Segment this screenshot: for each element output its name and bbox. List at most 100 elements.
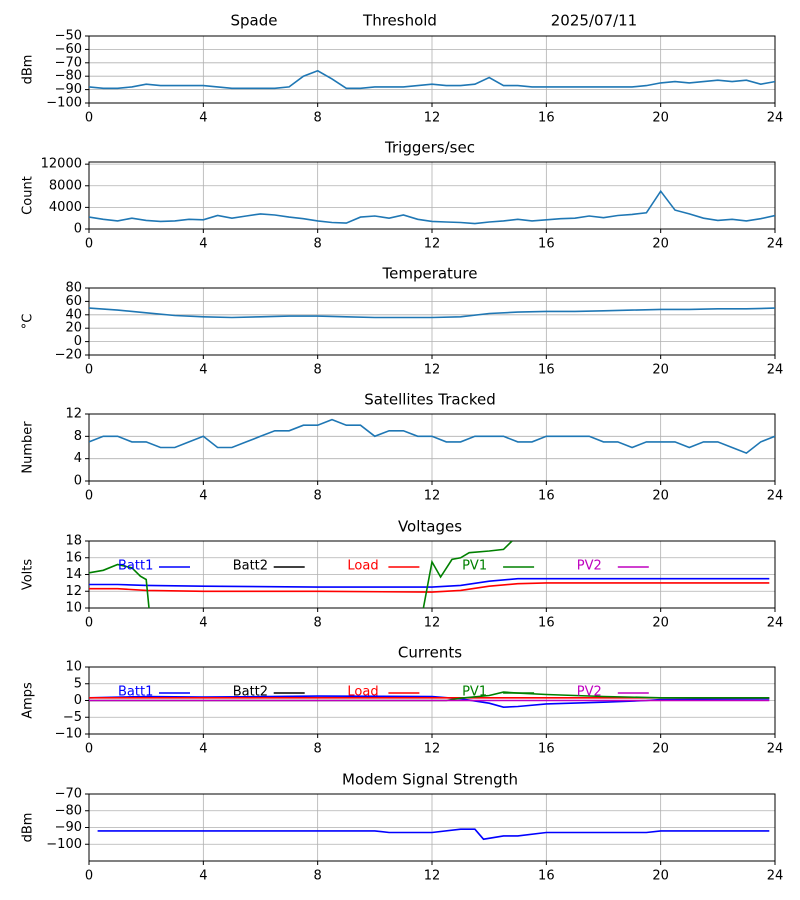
y-tick-label: 10 (65, 601, 82, 616)
x-tick-label: 0 (85, 363, 93, 378)
legend-label: PV2 (577, 559, 602, 574)
series-line (89, 577, 770, 588)
y-tick-label: 10 (65, 660, 82, 675)
y-axis-label: Amps (21, 682, 36, 719)
legend-label: PV2 (577, 685, 602, 700)
x-tick-label: 16 (538, 237, 555, 252)
x-tick-label: 24 (767, 869, 784, 884)
y-axis-label: dBm (21, 813, 36, 843)
x-tick-label: 12 (424, 363, 441, 378)
x-tick-label: 0 (85, 489, 93, 504)
legend-label: PV1 (462, 685, 487, 700)
series-line (97, 828, 770, 841)
y-tick-label: 5 (74, 676, 82, 691)
y-tick-label: −90 (55, 820, 82, 835)
y-axis-label: Volts (21, 559, 36, 591)
x-tick-label: 12 (424, 237, 441, 252)
x-tick-label: 4 (199, 489, 207, 504)
chart-title: Spade (231, 12, 278, 30)
chart-title: Temperature (381, 265, 477, 283)
x-tick-label: 16 (538, 489, 555, 504)
y-tick-label: 0 (74, 693, 82, 708)
legend-label: PV1 (462, 559, 487, 574)
x-tick-label: 20 (652, 742, 669, 757)
series-line (89, 189, 775, 225)
y-tick-label: 12 (65, 407, 82, 422)
y-tick-label: −60 (55, 42, 82, 57)
series-line (89, 541, 513, 608)
y-tick-label: 18 (65, 534, 82, 549)
y-tick-label: 0 (74, 222, 82, 237)
y-tick-label: −70 (55, 55, 82, 70)
x-tick-label: 8 (314, 742, 322, 757)
y-tick-label: −90 (55, 82, 82, 97)
y-tick-label: −70 (55, 787, 82, 802)
x-tick-label: 4 (199, 742, 207, 757)
y-tick-label: 60 (65, 294, 82, 309)
x-tick-label: 20 (652, 237, 669, 252)
chart-title: 2025/07/11 (551, 12, 637, 30)
legend-label: Load (347, 559, 378, 574)
x-tick-label: 8 (314, 489, 322, 504)
x-tick-label: 0 (85, 616, 93, 631)
legend-label: Batt2 (233, 559, 268, 574)
plot-frame (88, 540, 776, 609)
y-axis-label: dBm (21, 55, 36, 85)
y-tick-label: 14 (65, 567, 82, 582)
x-tick-label: 16 (538, 616, 555, 631)
legend-label: Batt1 (118, 559, 153, 574)
x-tick-label: 20 (652, 616, 669, 631)
y-axis-label: Number (21, 421, 36, 474)
x-tick-label: 12 (424, 742, 441, 757)
x-tick-label: 12 (424, 616, 441, 631)
y-tick-label: 8 (74, 429, 82, 444)
x-tick-label: 0 (85, 869, 93, 884)
y-tick-label: −80 (55, 69, 82, 84)
series-line (89, 69, 775, 90)
chart-title: Modem Signal Strength (342, 771, 518, 789)
x-tick-label: 24 (767, 237, 784, 252)
plot-frame (88, 413, 776, 482)
legend-label: Batt1 (118, 685, 153, 700)
y-tick-label: −50 (55, 29, 82, 44)
chart-title: Threshold (362, 12, 437, 30)
plot-frame (88, 35, 776, 104)
x-tick-label: 20 (652, 111, 669, 126)
x-tick-label: 4 (199, 363, 207, 378)
y-tick-label: −10 (55, 727, 82, 742)
x-tick-label: 24 (767, 111, 784, 126)
y-tick-label: 16 (65, 550, 82, 565)
y-tick-label: 4 (74, 451, 82, 466)
series-line (89, 582, 770, 593)
y-tick-label: −100 (46, 96, 82, 111)
x-tick-label: 4 (199, 616, 207, 631)
x-tick-label: 8 (314, 111, 322, 126)
x-tick-label: 20 (652, 869, 669, 884)
x-tick-label: 16 (538, 363, 555, 378)
y-axis-label: °C (21, 314, 36, 330)
x-tick-label: 8 (314, 237, 322, 252)
plot-frame (88, 793, 776, 862)
x-tick-label: 12 (424, 111, 441, 126)
x-tick-label: 16 (538, 869, 555, 884)
x-tick-label: 8 (314, 363, 322, 378)
x-tick-label: 24 (767, 742, 784, 757)
y-tick-label: 0 (74, 474, 82, 489)
x-tick-label: 4 (199, 111, 207, 126)
y-tick-label: 4000 (49, 200, 82, 215)
x-tick-label: 16 (538, 111, 555, 126)
y-tick-label: −80 (55, 803, 82, 818)
x-tick-label: 8 (314, 616, 322, 631)
legend-label: Batt2 (233, 685, 268, 700)
plot-frame (88, 161, 776, 230)
x-tick-label: 4 (199, 237, 207, 252)
y-tick-label: 0 (74, 334, 82, 349)
x-tick-label: 0 (85, 237, 93, 252)
y-tick-label: −20 (55, 348, 82, 363)
x-tick-label: 20 (652, 489, 669, 504)
x-tick-label: 24 (767, 489, 784, 504)
y-tick-label: 40 (65, 307, 82, 322)
y-tick-label: 80 (65, 281, 82, 296)
x-tick-label: 12 (424, 489, 441, 504)
